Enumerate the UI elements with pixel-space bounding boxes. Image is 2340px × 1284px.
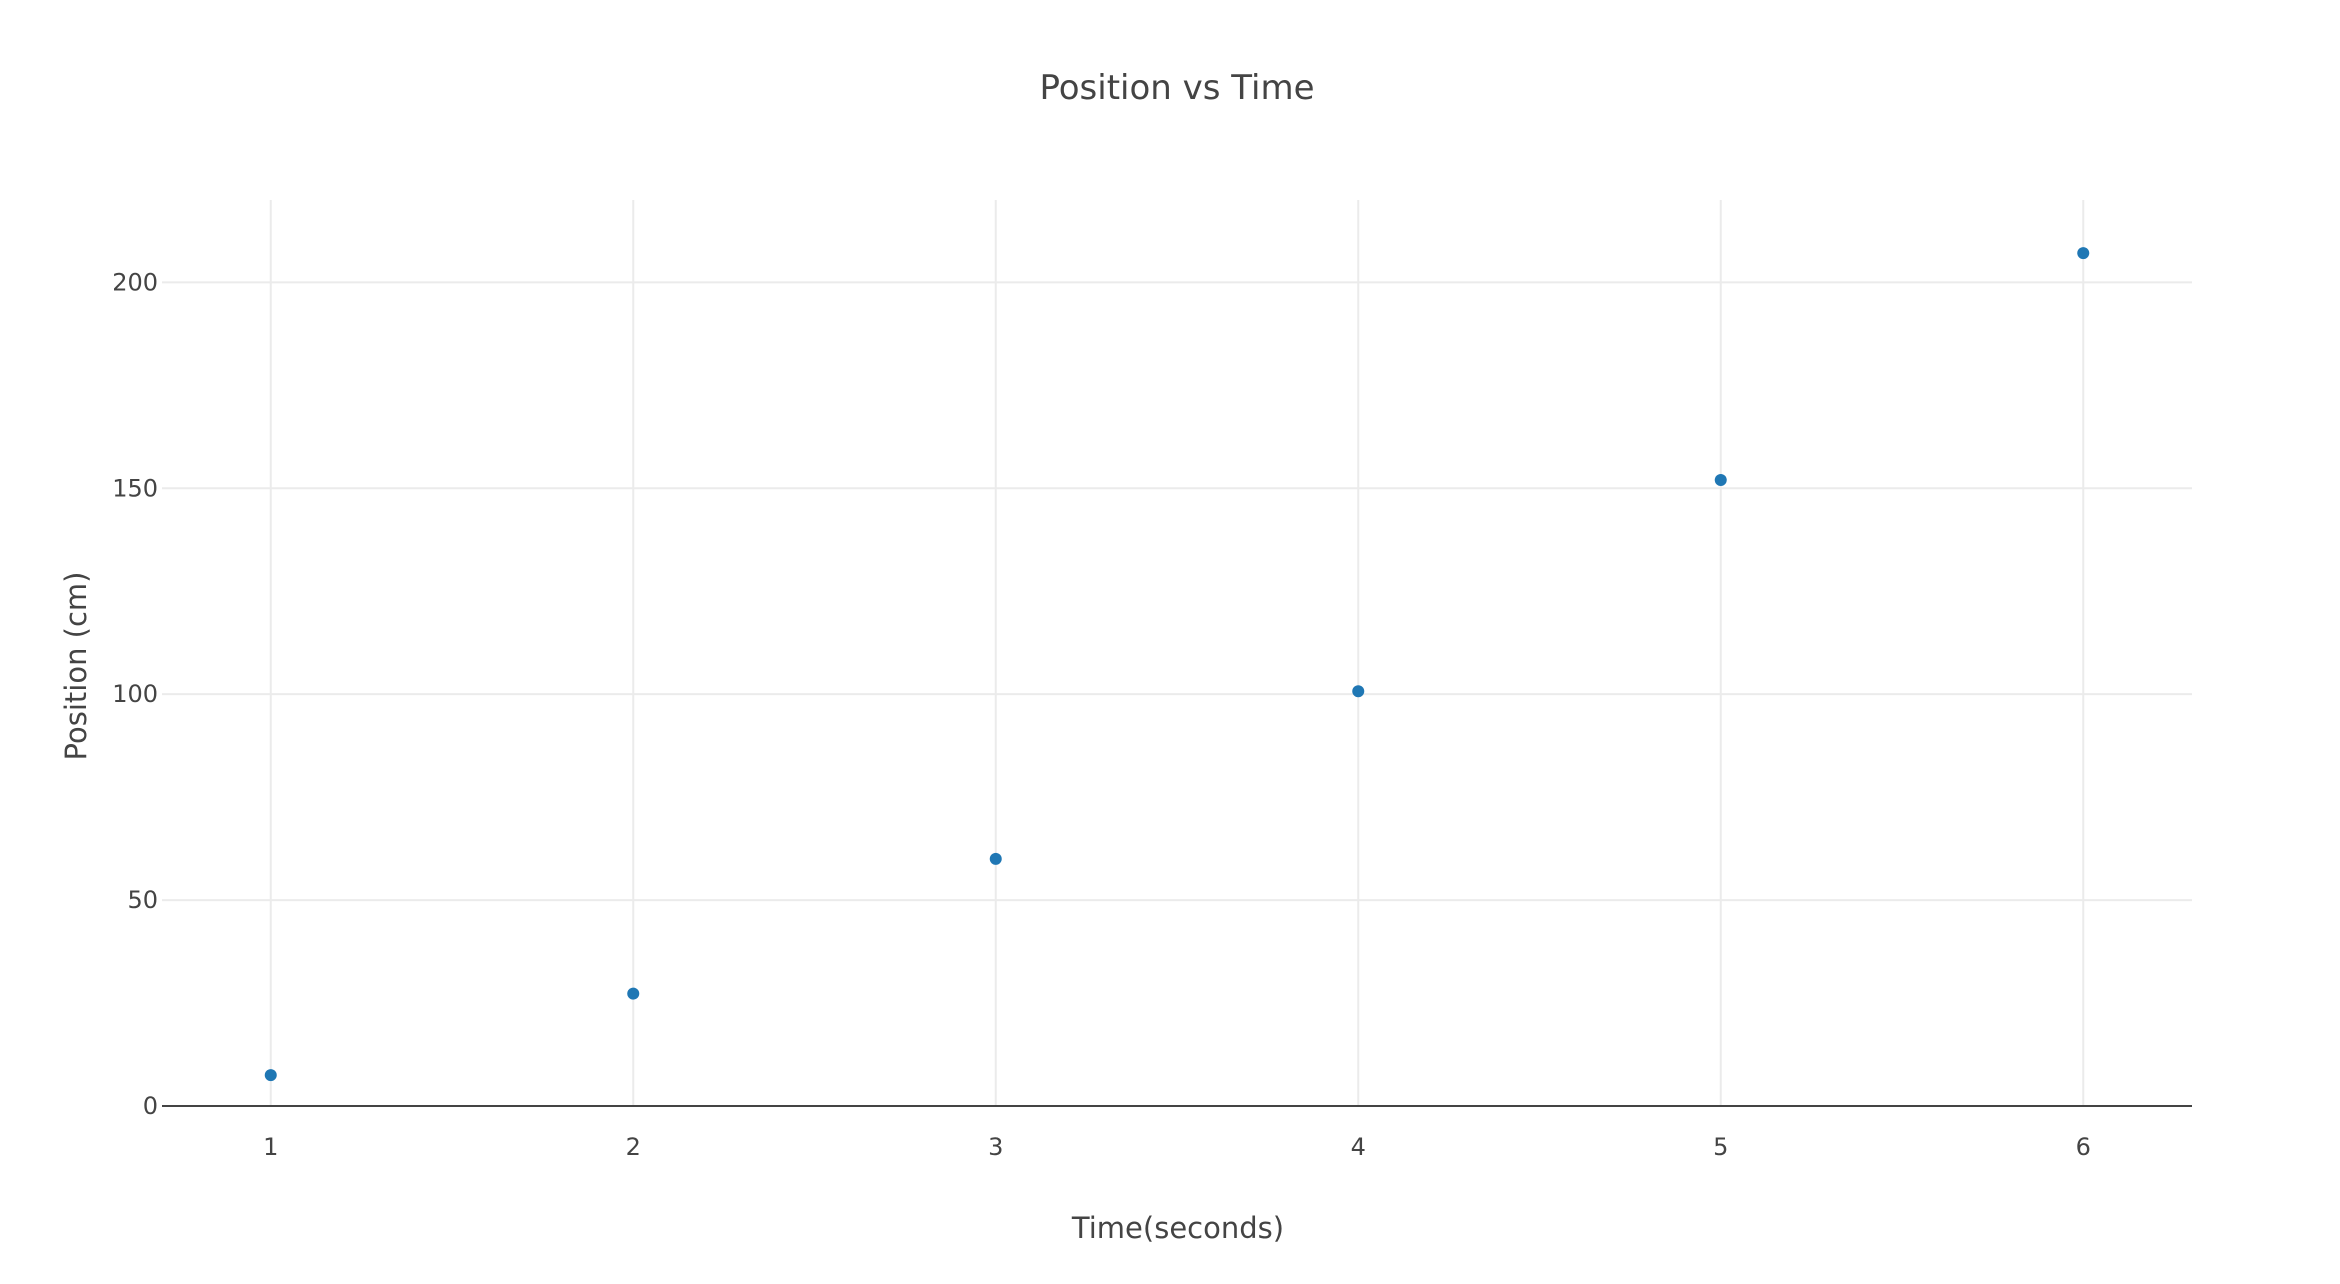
y-tick-label: 100 (112, 680, 158, 708)
x-tick-label: 4 (1351, 1133, 1366, 1161)
x-tick-label: 3 (988, 1133, 1003, 1161)
y-tick-label: 200 (112, 268, 158, 296)
x-tick-label: 6 (2076, 1133, 2091, 1161)
x-axis-title: Time(seconds) (1071, 1211, 1284, 1245)
data-point[interactable] (264, 1069, 277, 1082)
y-tick-label: 0 (143, 1092, 158, 1120)
chart-labels: Position vs Time Time(seconds) Position … (59, 68, 1315, 1245)
y-tick-label: 50 (127, 886, 158, 914)
x-tick-label: 5 (1713, 1133, 1728, 1161)
data-point[interactable] (2077, 247, 2090, 260)
data-point[interactable] (1352, 685, 1365, 698)
y-axis-title: Position (cm) (59, 572, 93, 761)
data-point[interactable] (989, 852, 1002, 865)
x-tick-label: 2 (626, 1133, 641, 1161)
data-point[interactable] (627, 987, 640, 1000)
chart-title: Position vs Time (1039, 68, 1314, 108)
gridlines (162, 200, 2192, 1106)
data-points (264, 247, 2090, 1082)
y-tick-label: 150 (112, 474, 158, 502)
data-point[interactable] (1714, 474, 1727, 487)
axes: 1 2 3 4 5 6 0 50 100 150 200 (112, 268, 2192, 1161)
x-tick-label: 1 (263, 1133, 278, 1161)
